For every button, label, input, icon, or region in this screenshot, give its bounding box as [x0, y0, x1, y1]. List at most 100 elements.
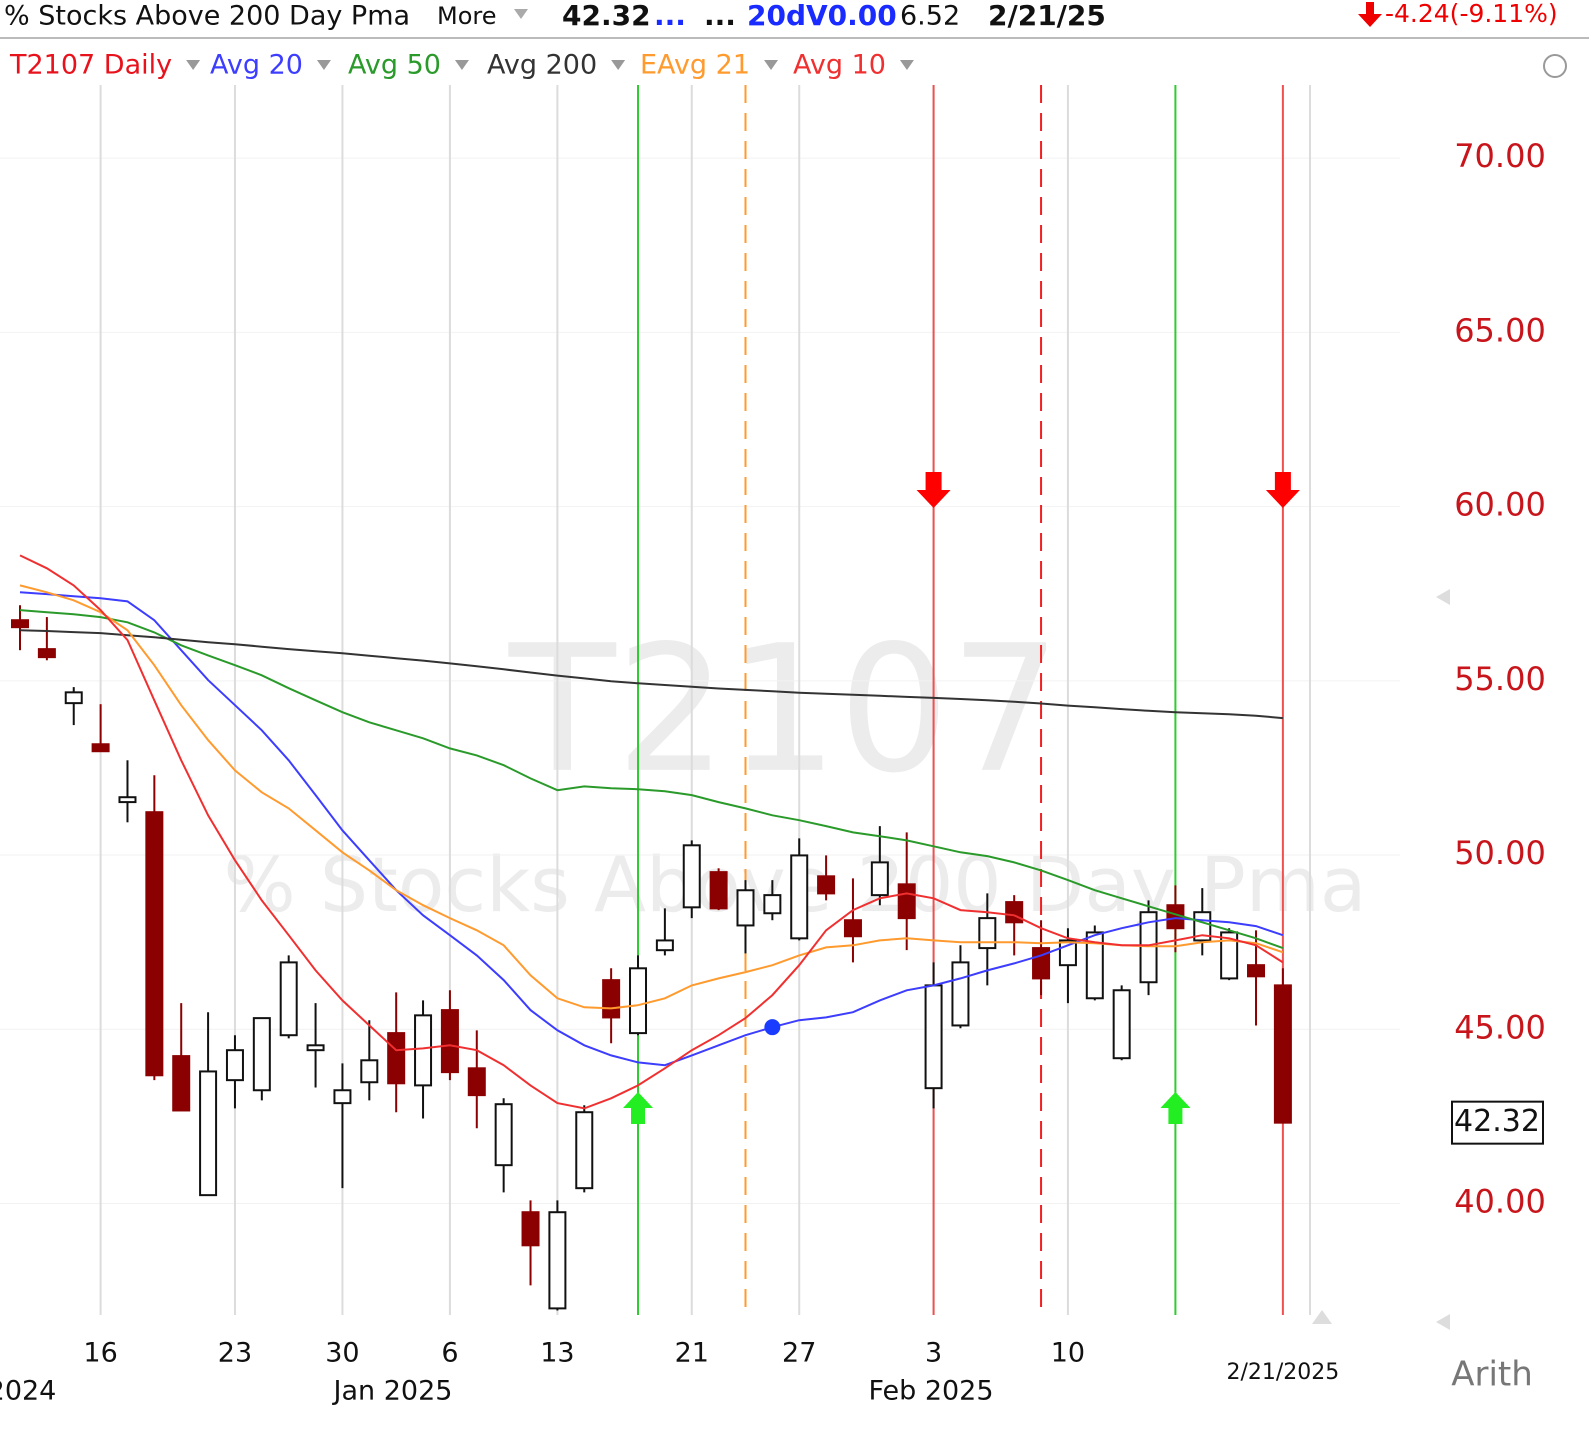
candle-body — [897, 883, 916, 920]
dots: ... — [654, 0, 686, 32]
candle-body — [1220, 931, 1239, 980]
dropdown-icon[interactable] — [186, 60, 201, 70]
candle-body — [629, 967, 648, 1035]
legend-entry[interactable]: Avg 20 — [210, 50, 303, 81]
scale-mode[interactable]: Arith — [1451, 1355, 1533, 1395]
candle-body — [252, 1017, 271, 1092]
scroll-icon[interactable] — [1312, 1310, 1332, 1324]
y-tick-label: 55.00 — [1454, 660, 1546, 698]
x-tick-label: 21 — [675, 1338, 709, 1369]
signal-arrow — [1160, 1092, 1191, 1124]
x-tick-label: 16 — [83, 1338, 117, 1369]
candle-body — [790, 854, 809, 940]
legend-entry[interactable]: T2107 Daily — [9, 50, 172, 81]
candle-body — [521, 1211, 540, 1247]
candle-body — [172, 1055, 191, 1112]
x-tick-label: 6 — [441, 1338, 458, 1369]
dropdown-icon[interactable] — [764, 60, 779, 70]
price-box — [1451, 1100, 1544, 1145]
spread: 6.52 — [900, 1, 960, 32]
change: -4.24(-9.11%) — [1385, 0, 1558, 28]
candle-body — [199, 1070, 218, 1197]
legend-entry[interactable]: Avg 10 — [793, 50, 886, 81]
candle-body — [37, 648, 56, 659]
ma-line — [19, 591, 1284, 1067]
legend-layer: T2107 Daily Avg 20 Avg 50 Avg 200 EAvg 21 Avg… — [9, 50, 914, 81]
dropdown-icon[interactable] — [611, 60, 626, 70]
legend-entry[interactable]: Avg 50 — [348, 50, 441, 81]
x-period-label: Jan 2025 — [332, 1376, 453, 1407]
legend-entry[interactable]: EAvg 21 — [640, 50, 750, 81]
price-box-label: 42.32 — [1454, 1104, 1540, 1139]
candle-body — [145, 811, 164, 1077]
marks-layer — [623, 472, 1300, 1124]
x-tick-label: 23 — [218, 1338, 252, 1369]
candle-body — [387, 1032, 406, 1085]
candle-body — [279, 961, 298, 1037]
candle-body — [1005, 901, 1024, 924]
candle-body — [817, 875, 836, 895]
candle-body — [11, 619, 29, 629]
last-price: 42.32 — [562, 0, 651, 32]
candle-body — [870, 861, 889, 897]
dropdown-icon[interactable] — [454, 60, 469, 70]
y-tick-label: 65.00 — [1454, 311, 1546, 349]
ma-line — [19, 554, 1284, 1110]
signal-arrow — [916, 472, 951, 508]
scroll-icon[interactable] — [1436, 1314, 1450, 1330]
ma-line — [19, 629, 1283, 720]
signal-arrow — [623, 1092, 654, 1124]
down-icon — [1358, 2, 1382, 27]
ma-line — [19, 609, 1284, 950]
candle-body — [763, 894, 782, 915]
candle-body — [467, 1067, 486, 1097]
legend-entry[interactable]: Avg 200 — [487, 50, 597, 81]
lines-layer — [19, 554, 1284, 1110]
candle-body — [1247, 964, 1266, 978]
candle-body — [1112, 989, 1131, 1060]
dropdown-icon[interactable] — [514, 9, 528, 19]
labels-layer: 40.00 45.00 50.00 55.00 60.00 65.00 70.00 16 23 3… — [0, 137, 1546, 1406]
y-tick-label: 70.00 — [1454, 137, 1546, 175]
dropdown-icon[interactable] — [316, 60, 331, 70]
candle-body — [91, 743, 110, 753]
dots: ... — [704, 0, 736, 32]
x-tick-label: 2/21/2025 — [1226, 1360, 1339, 1385]
candle-body — [1085, 931, 1104, 1000]
candle-body — [64, 691, 83, 705]
signal-dot — [764, 1019, 781, 1036]
right-axis-decor: Arith — [1312, 54, 1567, 1395]
dropdown-icon[interactable] — [899, 60, 914, 70]
candle-body — [682, 844, 701, 909]
settings-icon[interactable] — [1543, 54, 1567, 78]
candle-body — [494, 1103, 513, 1167]
candle-body — [655, 939, 674, 952]
candle-body — [360, 1059, 379, 1084]
candle-body — [414, 1014, 433, 1087]
watermark-symbol: T2107 — [508, 609, 1061, 812]
title: % Stocks Above 200 Day Pma — [4, 1, 410, 32]
header: % Stocks Above 200 Day Pma More 42.32 ..… — [4, 0, 1558, 32]
x-period-label: Feb 2025 — [868, 1376, 993, 1407]
signal-arrow — [1265, 472, 1300, 508]
y-tick-label: 50.00 — [1454, 834, 1546, 872]
x-tick-label: 3 — [925, 1338, 942, 1369]
y-tick-label: 45.00 — [1454, 1008, 1546, 1046]
candle-body — [225, 1049, 244, 1082]
date: 2/21/25 — [988, 0, 1106, 32]
scroll-icon[interactable] — [1436, 589, 1450, 605]
candle-body — [548, 1211, 567, 1310]
candle-body — [978, 917, 997, 950]
candle-body — [306, 1044, 325, 1052]
x-tick-label: 13 — [540, 1338, 574, 1369]
x-period-label: 2024 — [0, 1376, 56, 1407]
candle-body — [333, 1089, 352, 1105]
menu[interactable]: More — [437, 2, 497, 30]
x-tick-label: 30 — [325, 1338, 359, 1369]
ma-line — [19, 584, 1284, 1010]
candle-body — [1273, 984, 1292, 1124]
y-tick-label: 60.00 — [1454, 486, 1546, 524]
volume: 20dV0.00 — [747, 0, 897, 32]
candle-body — [843, 919, 862, 938]
